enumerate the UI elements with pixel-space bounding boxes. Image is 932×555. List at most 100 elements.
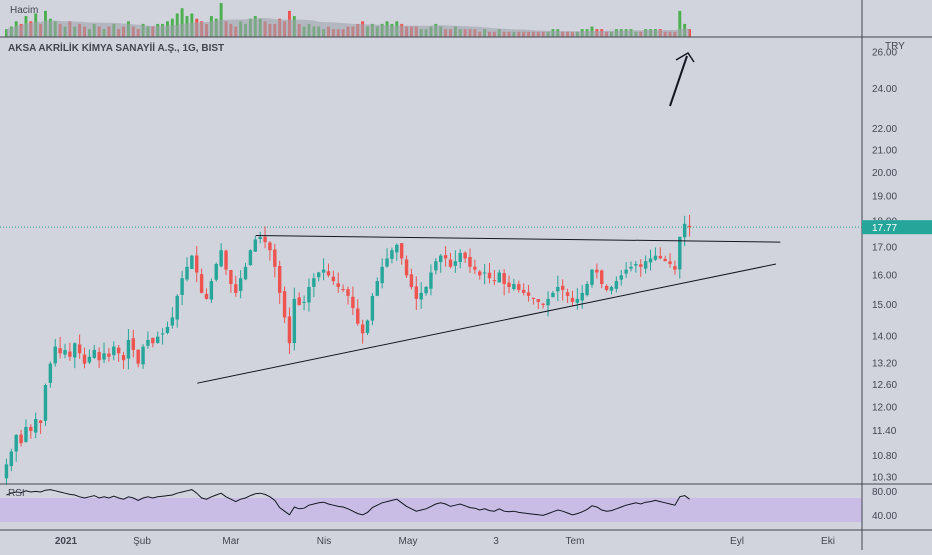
candle: [317, 272, 321, 278]
candle: [77, 344, 82, 354]
candle: [263, 236, 267, 243]
candle: [170, 317, 175, 326]
candle: [116, 347, 121, 354]
candle: [634, 264, 638, 266]
time-tick-label: Mar: [222, 536, 240, 547]
candle: [282, 291, 287, 318]
candle: [185, 266, 189, 280]
price-tick-label: 15.00: [872, 300, 897, 311]
volume-bar: [678, 10, 682, 38]
candle: [160, 333, 165, 335]
rsi-line: [6, 489, 690, 516]
candle: [121, 355, 126, 361]
candle: [136, 349, 140, 364]
candle: [482, 272, 487, 274]
candle: [507, 282, 511, 287]
candle: [321, 269, 326, 273]
candle: [458, 252, 462, 262]
candle: [639, 264, 643, 267]
candle: [487, 272, 492, 279]
candle: [175, 295, 179, 320]
price-tick-label: 13.20: [872, 359, 897, 370]
candle: [190, 255, 194, 269]
candle: [253, 239, 257, 252]
price-tick-label: 12.60: [872, 380, 897, 391]
candle: [331, 276, 336, 282]
candle: [380, 266, 384, 284]
candle: [243, 266, 248, 280]
candle: [82, 354, 87, 364]
candle: [302, 301, 306, 303]
price-tick-label: 10.30: [872, 473, 897, 484]
candle: [575, 298, 580, 303]
time-tick-label: Şub: [133, 536, 151, 547]
candle: [663, 258, 667, 262]
candle: [526, 292, 531, 296]
price-tick-label: 14.00: [872, 332, 897, 343]
rsi-pane: [0, 489, 862, 522]
price-tick-label: 26.00: [872, 47, 897, 58]
candle: [678, 236, 682, 270]
candle: [34, 419, 38, 433]
candle: [682, 223, 687, 238]
candle: [112, 346, 116, 356]
candle: [673, 266, 677, 270]
candle: [492, 280, 497, 282]
candle: [9, 451, 14, 467]
candle: [668, 261, 672, 265]
price-tick-label: 11.40: [872, 426, 897, 437]
candle: [58, 348, 62, 354]
candle: [409, 274, 414, 287]
candle: [604, 285, 609, 290]
candle: [248, 250, 253, 266]
candle: [131, 338, 136, 350]
candle: [63, 349, 67, 355]
candle: [73, 343, 77, 358]
candle: [536, 299, 541, 302]
trendline-support: [197, 263, 777, 384]
candle: [448, 259, 453, 267]
candle: [478, 271, 482, 276]
time-tick-label: Eyl: [730, 536, 744, 547]
candle: [234, 284, 238, 293]
candle: [307, 286, 311, 303]
candle: [414, 286, 419, 299]
candle: [273, 249, 277, 267]
candle: [434, 261, 438, 271]
candle: [360, 324, 365, 334]
candle: [648, 258, 653, 263]
candle: [580, 292, 584, 301]
candle: [443, 255, 448, 259]
candle: [468, 256, 472, 267]
candle: [375, 281, 379, 296]
candle: [53, 346, 57, 364]
candle: [346, 289, 350, 296]
candle: [370, 295, 375, 321]
candle: [48, 363, 53, 383]
candle: [97, 352, 101, 361]
candle: [19, 434, 23, 444]
candle: [219, 250, 223, 267]
time-tick-label: 2021: [55, 536, 78, 547]
candle: [551, 292, 555, 298]
candle: [102, 353, 106, 360]
annotation-arrow: [669, 51, 695, 107]
volume-label: Hacim: [10, 5, 38, 16]
candle: [512, 284, 516, 290]
candle: [595, 269, 599, 273]
price-tick-label: 19.00: [872, 191, 897, 202]
candle: [312, 278, 316, 287]
candle: [404, 259, 409, 276]
candle: [585, 284, 589, 296]
candle: [502, 273, 506, 285]
candle: [385, 258, 389, 267]
candle: [224, 250, 228, 270]
candle: [653, 255, 658, 260]
candle: [463, 252, 467, 259]
candle: [326, 271, 331, 276]
rsi-tick-label: 80.00: [872, 487, 897, 498]
candle: [141, 346, 145, 365]
